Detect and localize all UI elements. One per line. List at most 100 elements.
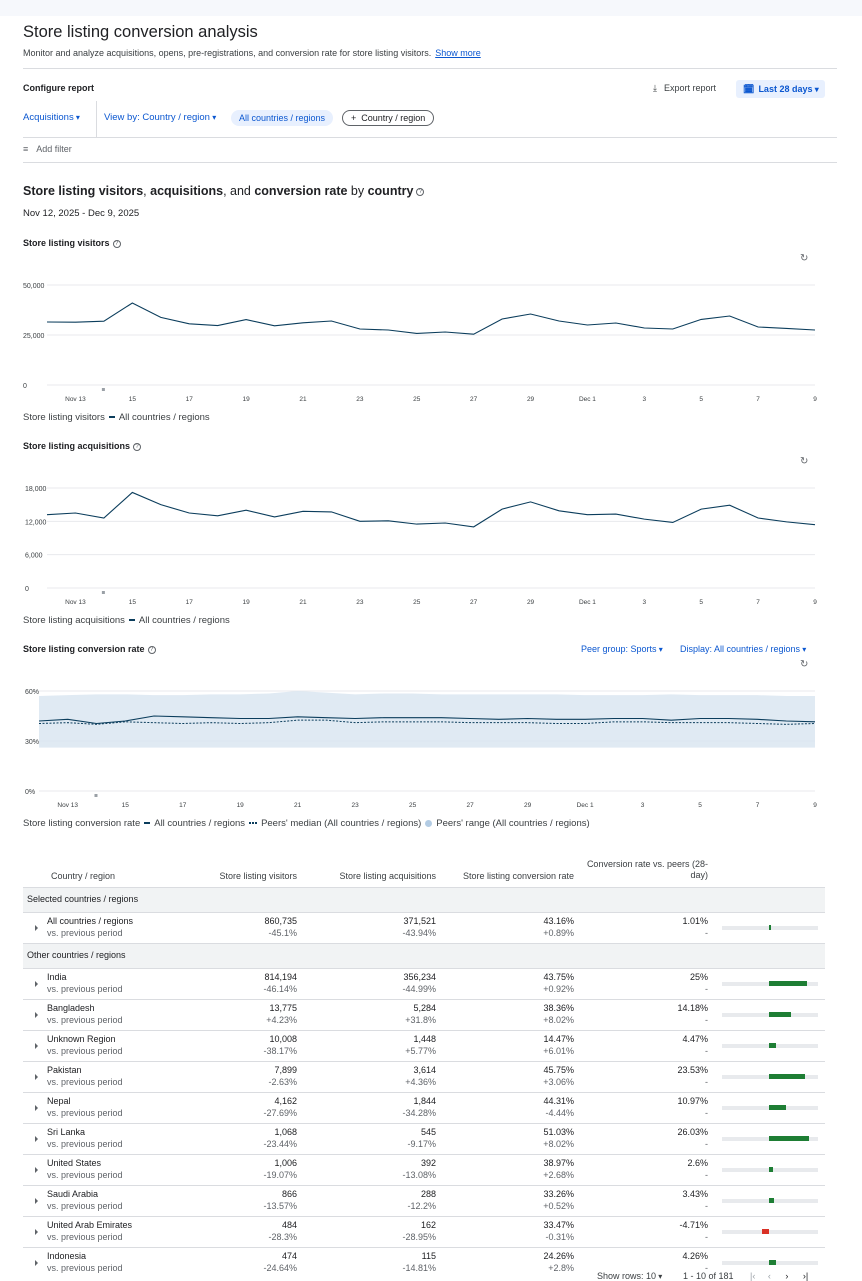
view-by-dropdown[interactable]: View by: Country / region	[104, 112, 216, 123]
table-row[interactable]: India vs. previous period 814,194 -46.14% 35…	[23, 967, 825, 999]
help-icon[interactable]: ?	[147, 645, 156, 654]
expand-icon[interactable]	[35, 1228, 38, 1235]
table-row[interactable]: Saudi Arabia vs. previous period 866 -13.57…	[23, 1184, 825, 1216]
divider	[96, 101, 97, 137]
table-row[interactable]: Nepal vs. previous period 4,162 -27.69% 1,84…	[23, 1091, 825, 1123]
x-tick-label: 7	[756, 396, 760, 403]
acquisitions-value: 115	[421, 1251, 436, 1262]
add-filter-button[interactable]: ≡ Add filter	[23, 144, 72, 154]
peer-group-dropdown[interactable]: Peer group: Sports	[581, 644, 663, 654]
acquisitions-change: -43.94%	[402, 927, 436, 938]
chip-add-country[interactable]: + Country / region	[342, 110, 435, 126]
col-header-vs-peers[interactable]: Conversion rate vs. peers (28-day)	[586, 858, 708, 880]
display-dropdown[interactable]: Display: All countries / regions	[680, 644, 806, 654]
vs-peers-bar-fill	[769, 980, 808, 986]
vs-peers-sub: -	[705, 1014, 708, 1025]
table-row[interactable]: Indonesia vs. previous period 474 -24.64% 11…	[23, 1246, 825, 1278]
reset-zoom-icon[interactable]: ↻	[800, 659, 809, 670]
acquisitions-change: +4.36%	[405, 1076, 436, 1087]
acquisitions-value: 1,844	[413, 1096, 436, 1106]
col-header-country[interactable]: Country / region	[51, 870, 116, 881]
section-title: Store listing visitors, acquisitions, an…	[23, 184, 425, 198]
x-tick-label: 17	[179, 802, 187, 809]
expand-icon[interactable]	[35, 1011, 38, 1018]
vs-peers-sub: -	[705, 1169, 708, 1180]
metric-dropdown[interactable]: Acquisitions	[23, 112, 80, 123]
expand-icon[interactable]	[35, 1259, 38, 1266]
filter-icon: ≡	[23, 144, 29, 154]
acquisitions-change: +31.8%	[405, 1014, 436, 1025]
vs-peers-bar-fill	[769, 1104, 786, 1110]
help-icon[interactable]: ?	[112, 239, 121, 248]
reset-zoom-icon[interactable]: ↻	[800, 456, 809, 467]
table-row[interactable]: Bangladesh vs. previous period 13,775 +4.23…	[23, 998, 825, 1030]
visitors-change: -2.63%	[268, 1076, 297, 1087]
conversion-value: 44.31%	[543, 1096, 574, 1106]
col-header-conversion[interactable]: Store listing conversion rate	[462, 870, 574, 881]
vs-peers-bar-fill	[769, 1073, 806, 1079]
table-row[interactable]: United States vs. previous period 1,006 -19…	[23, 1153, 825, 1185]
last-page-icon[interactable]: ›|	[802, 1271, 809, 1281]
visitors-value: 13,775	[269, 1003, 297, 1013]
row-subtitle: vs. previous period	[47, 1076, 123, 1087]
conversion-change: +8.02%	[543, 1138, 574, 1149]
rows-per-page-dropdown[interactable]: 10	[646, 1271, 662, 1281]
conversion-change: +2.68%	[543, 1169, 574, 1180]
conversion-value: 14.47%	[543, 1034, 574, 1044]
vs-peers-value: 1.01%	[682, 916, 708, 926]
section-date-range: Nov 12, 2025 - Dec 9, 2025	[23, 208, 140, 219]
row-subtitle: vs. previous period	[47, 983, 123, 994]
table-row[interactable]: Unknown Region vs. previous period 10,008-…	[23, 1029, 825, 1061]
visitors-value: 866	[281, 1189, 297, 1199]
expand-icon[interactable]	[35, 924, 38, 931]
vs-peers-sub: -	[705, 1045, 708, 1056]
row-subtitle: vs. previous period	[47, 927, 123, 938]
x-tick-label: Dec 1	[579, 396, 596, 403]
table-row[interactable]: All countries / regions vs. previous peri…	[23, 911, 825, 943]
show-more-link[interactable]: Show more	[435, 48, 481, 58]
x-tick-label: 27	[470, 599, 478, 606]
y-tick-label: 25,000	[23, 333, 45, 340]
x-tick-label: 15	[122, 802, 130, 809]
table-row[interactable]: Sri Lanka vs. previous period 1,068 -23.44%…	[23, 1122, 825, 1154]
expand-icon[interactable]	[35, 1166, 38, 1173]
vs-peers-sub: -	[705, 1138, 708, 1149]
chip-all-countries[interactable]: All countries / regions	[231, 110, 334, 126]
visitors-value: 4,162	[274, 1096, 297, 1106]
divider	[23, 162, 837, 163]
col-header-visitors[interactable]: Store listing visitors	[219, 870, 297, 881]
prev-page-icon[interactable]: ‹	[767, 1271, 771, 1281]
expand-icon[interactable]	[35, 980, 38, 987]
country-name: United States	[47, 1158, 102, 1168]
x-tick-label: 3	[643, 599, 647, 606]
first-page-icon[interactable]: |‹	[750, 1271, 756, 1281]
visitors-change: -13.57%	[263, 1200, 297, 1211]
x-tick-label: 17	[186, 599, 194, 606]
x-tick-label: 9	[813, 396, 817, 403]
x-tick-label: 9	[813, 599, 817, 606]
x-tick-label: 29	[524, 802, 532, 809]
x-tick-label: 5	[699, 396, 703, 403]
show-rows: Show rows: 10	[597, 1271, 662, 1281]
expand-icon[interactable]	[35, 1073, 38, 1080]
series-line	[46, 302, 816, 335]
visitors-change: -24.64%	[263, 1262, 297, 1273]
table-row[interactable]: United Arab Emirates vs. previous period 4…	[23, 1215, 825, 1247]
help-icon[interactable]: ?	[416, 187, 425, 196]
vs-peers-value: 25%	[689, 972, 708, 982]
expand-icon[interactable]	[35, 1104, 38, 1111]
expand-icon[interactable]	[35, 1197, 38, 1204]
expand-icon[interactable]	[35, 1042, 38, 1049]
expand-icon[interactable]	[35, 1135, 38, 1142]
visitors-chart: 50,000 25,000 0 Nov 13 15 17 19 21 23 25 27 29 Dec 1…	[23, 283, 817, 403]
table-row[interactable]: Pakistan vs. previous period 7,899 -2.63% 3,…	[23, 1060, 825, 1092]
x-tick-label: Dec 1	[579, 599, 596, 606]
date-range-button[interactable]: 🗓︎ Last 28 days	[736, 80, 825, 98]
vs-peers-bar	[722, 924, 818, 930]
help-icon[interactable]: ?	[133, 442, 142, 451]
next-page-icon[interactable]: ›	[785, 1271, 789, 1281]
export-report-button[interactable]: ⤓ Export report	[653, 83, 717, 93]
col-header-acquisitions[interactable]: Store listing acquisitions	[339, 870, 436, 881]
x-tick-label: 25	[413, 599, 421, 606]
reset-zoom-icon[interactable]: ↻	[800, 253, 809, 264]
